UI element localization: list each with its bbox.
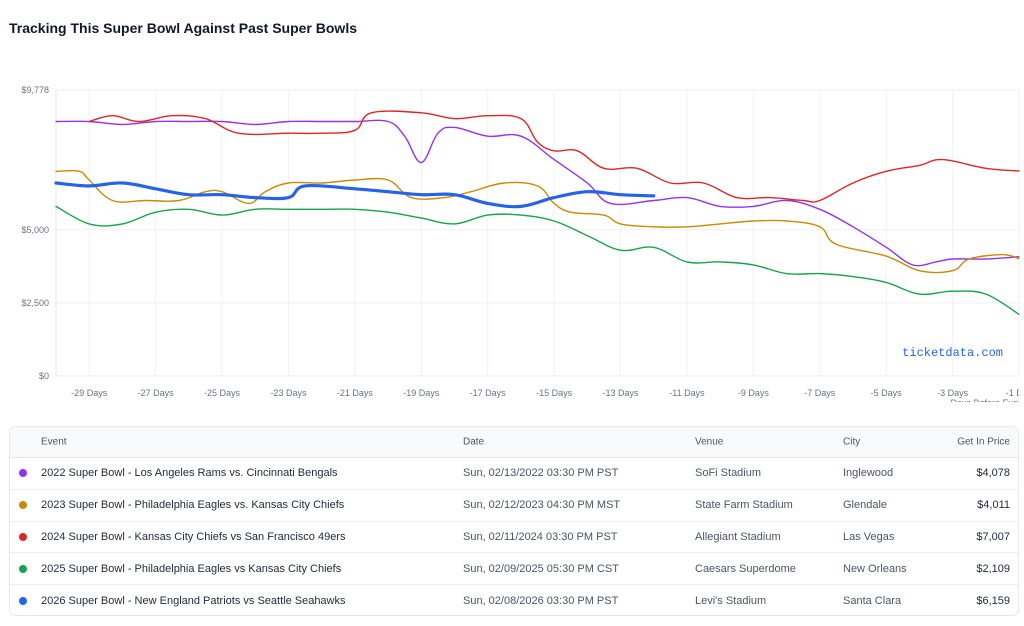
y-tick-label: $0	[39, 371, 49, 381]
chart-grid	[55, 89, 1020, 377]
table-row[interactable]: 2022 Super Bowl - Los Angeles Rams vs. C…	[10, 458, 1018, 490]
event-name[interactable]: 2024 Super Bowl - Kansas City Chiefs vs …	[41, 530, 346, 543]
x-tick-label: -25 Days	[204, 388, 241, 398]
x-tick-label: -13 Days	[603, 388, 640, 398]
event-city: Santa Clara	[843, 595, 902, 608]
get-in-price: $2,109	[976, 562, 1010, 575]
x-axis-title: Days Before Event	[950, 398, 1024, 402]
x-tick-label: -19 Days	[403, 388, 440, 398]
event-date: Sun, 02/11/2024 03:30 PM PST	[463, 530, 618, 543]
event-venue: Caesars Superdome	[695, 562, 796, 575]
table-row[interactable]: 2024 Super Bowl - Kansas City Chiefs vs …	[10, 522, 1018, 554]
event-name[interactable]: 2025 Super Bowl - Philadelphia Eagles vs…	[41, 562, 342, 575]
x-tick-label: -23 Days	[270, 388, 307, 398]
x-tick-label: -17 Days	[470, 388, 507, 398]
series-line-1[interactable]	[55, 119, 1020, 267]
get-in-price: $4,078	[976, 467, 1010, 480]
header-event[interactable]: Event	[41, 436, 67, 448]
header-venue[interactable]: Venue	[695, 436, 724, 448]
x-tick-label: -11 Days	[669, 388, 705, 398]
event-venue: State Farm Stadium	[695, 499, 793, 512]
event-venue: SoFi Stadium	[695, 467, 762, 480]
series-line-4[interactable]	[55, 205, 1020, 315]
series-color-dot	[19, 564, 27, 573]
event-city: Glendale	[843, 499, 888, 512]
page-title: Tracking This Super Bowl Against Past Su…	[9, 20, 357, 36]
x-tick-label: -3 Days	[937, 388, 969, 398]
y-tick-label: $5,000	[21, 225, 49, 235]
series-color-dot	[19, 501, 27, 510]
header-city[interactable]: City	[843, 436, 861, 448]
x-axis: -29 Days -27 Days -25 Days -23 Days -21 Days…	[71, 388, 1024, 402]
event-date: Sun, 02/08/2026 03:30 PM PST	[463, 595, 619, 608]
series-color-dot	[19, 597, 27, 606]
event-name[interactable]: 2022 Super Bowl - Los Angeles Rams vs. C…	[41, 467, 338, 480]
event-venue: Levi's Stadium	[695, 595, 767, 608]
x-tick-label: -9 Days	[738, 388, 770, 398]
header-date[interactable]: Date	[463, 436, 485, 448]
event-name[interactable]: 2023 Super Bowl - Philadelphia Eagles vs…	[41, 499, 345, 512]
table-row[interactable]: 2026 Super Bowl - New England Patriots v…	[10, 585, 1018, 615]
table-body: 2022 Super Bowl - Los Angeles Rams vs. C…	[10, 458, 1018, 615]
series-color-dot	[19, 532, 27, 541]
event-venue: Allegiant Stadium	[695, 530, 781, 543]
events-table: Event Date Venue City Get In Price 2022 …	[9, 426, 1019, 616]
price-history-chart: $0 $2,500 $5,000 $9,778 -29 Days -27 Days -25…	[21, 85, 1024, 402]
event-city: Las Vegas	[843, 530, 895, 543]
x-tick-label: -1 Day	[1006, 388, 1024, 398]
x-tick-label: -5 Days	[871, 388, 903, 398]
y-axis: $0 $2,500 $5,000 $9,778	[21, 85, 49, 381]
y-tick-label: $2,500	[21, 298, 49, 308]
series-line-3[interactable]	[88, 110, 1020, 203]
chart-series	[54, 110, 1020, 315]
event-date: Sun, 02/12/2023 04:30 PM MST	[463, 499, 621, 512]
series-color-dot	[19, 469, 27, 478]
series-line-2[interactable]	[55, 169, 1020, 274]
watermark: ticketdata.com	[902, 346, 1003, 360]
event-name[interactable]: 2026 Super Bowl - New England Patriots v…	[41, 595, 346, 608]
series-line-5[interactable]	[54, 181, 656, 209]
x-tick-label: -15 Days	[536, 388, 573, 398]
x-tick-label: -29 Days	[71, 388, 108, 398]
y-tick-label: $9,778	[21, 85, 49, 95]
x-tick-label: -7 Days	[804, 388, 836, 398]
table-header: Event Date Venue City Get In Price	[10, 427, 1018, 458]
event-date: Sun, 02/09/2025 05:30 PM CST	[463, 562, 619, 575]
table-row[interactable]: 2023 Super Bowl - Philadelphia Eagles vs…	[10, 490, 1018, 522]
event-city: New Orleans	[843, 562, 907, 575]
table-row[interactable]: 2025 Super Bowl - Philadelphia Eagles vs…	[10, 553, 1018, 586]
get-in-price: $6,159	[976, 595, 1010, 608]
get-in-price: $7,007	[976, 530, 1010, 543]
event-date: Sun, 02/13/2022 03:30 PM PST	[463, 467, 619, 480]
x-tick-label: -27 Days	[138, 388, 175, 398]
event-city: Inglewood	[843, 467, 894, 480]
x-tick-label: -21 Days	[337, 388, 374, 398]
header-price[interactable]: Get In Price	[957, 436, 1010, 448]
get-in-price: $4,011	[977, 499, 1010, 512]
